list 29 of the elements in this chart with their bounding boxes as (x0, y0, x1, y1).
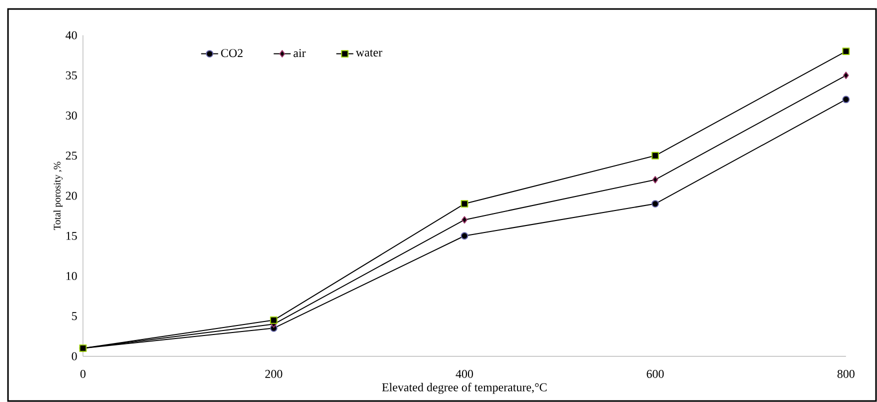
x-tick-label: 600 (646, 370, 664, 378)
legend-label: CO2 (221, 49, 243, 58)
x-axis-title: Elevated degree of temperature,°C (382, 382, 547, 394)
legend-label: water (356, 50, 382, 57)
y-tick-label: 40 (66, 31, 77, 40)
point (270, 316, 278, 324)
point (460, 232, 468, 240)
legend-label: air (294, 49, 306, 58)
point (843, 72, 849, 80)
y-tick-label: 0 (72, 352, 77, 360)
point (842, 96, 850, 104)
point (460, 200, 468, 208)
x-tick-label: 200 (265, 370, 282, 378)
point (842, 48, 850, 56)
y-tick-label: 30 (66, 111, 77, 120)
y-tick-label: 5 (72, 312, 77, 320)
x-tick-label: 800 (837, 370, 854, 378)
y-tick-label: 20 (66, 192, 77, 200)
y-tick-label: 25 (66, 152, 77, 160)
y-tick-label: 10 (66, 272, 77, 280)
point (652, 152, 659, 160)
y-tick-label: 15 (66, 232, 77, 240)
x-tick-label: 400 (456, 370, 473, 378)
y-tick-label: 35 (66, 71, 77, 80)
x-tick-label: 0 (80, 370, 86, 378)
y-axis-title: Total porosity ,% (53, 162, 63, 230)
point (462, 216, 468, 224)
point (652, 200, 659, 208)
point (652, 176, 658, 184)
